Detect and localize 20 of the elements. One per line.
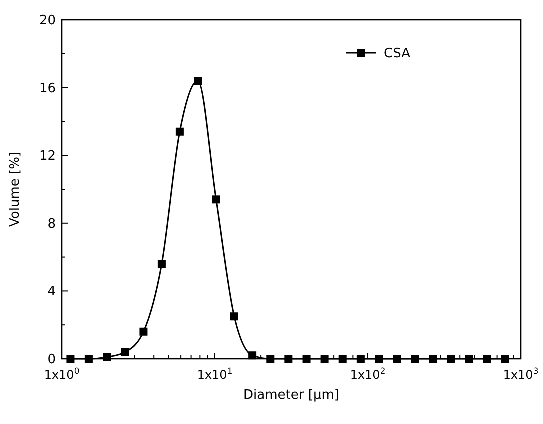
point xyxy=(194,77,202,86)
point xyxy=(158,260,166,268)
x-tick-label: 1x10$^{3}$ xyxy=(503,366,539,382)
y-tick-label: 12 xyxy=(39,149,56,164)
y-axis-title: Volume [%] xyxy=(8,152,23,227)
y-tick-label: 16 xyxy=(39,81,56,96)
point xyxy=(176,128,184,136)
point xyxy=(212,196,220,204)
y-tick-label: 0 xyxy=(48,352,56,368)
x-tick-label: 1x10$^{0}$ xyxy=(44,366,80,382)
x-tick-label: 1x10$^{1}$ xyxy=(197,366,233,382)
point xyxy=(140,328,148,336)
y-tick-label: 20 xyxy=(39,14,56,28)
y-tick-label: 4 xyxy=(48,284,56,300)
y-tick-label: 8 xyxy=(48,216,56,232)
point xyxy=(121,348,130,356)
x-tick-label: 1x10$^{2}$ xyxy=(350,366,386,382)
point xyxy=(230,312,238,321)
x-axis-title: Diameter [μm] xyxy=(244,388,340,403)
legend-label: CSA xyxy=(384,46,411,62)
